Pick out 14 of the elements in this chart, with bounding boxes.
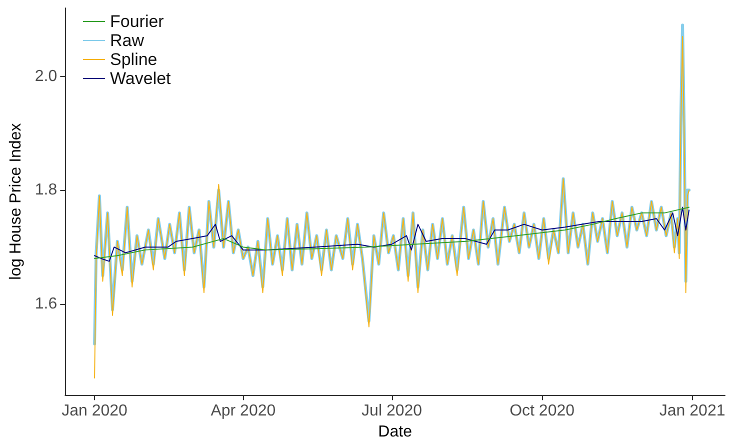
y-tick-label: 1.6	[34, 296, 58, 313]
x-tick-label: Jan 2020	[62, 402, 128, 420]
x-tick-label: Jan 2021	[659, 402, 726, 420]
legend-label: Raw	[110, 31, 145, 50]
legend-label: Spline	[110, 50, 158, 69]
y-tick-label: 1.8	[34, 182, 58, 199]
legend-label: Fourier	[110, 12, 164, 31]
legend-label: Wavelet	[110, 69, 172, 88]
y-axis-title: log House Price Index	[8, 123, 24, 280]
y-tick-label: 2.0	[34, 68, 58, 85]
x-axis-title: Date	[378, 424, 412, 440]
x-tick-label: Jul 2020	[362, 402, 422, 420]
x-tick-label: Oct 2020	[510, 402, 575, 420]
x-tick-label: Apr 2020	[210, 402, 276, 420]
